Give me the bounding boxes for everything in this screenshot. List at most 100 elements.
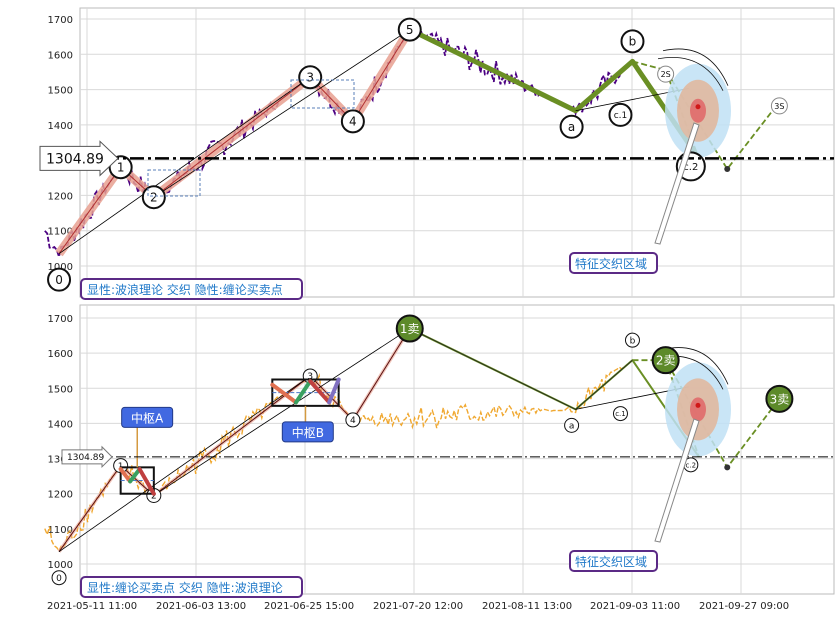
bottom-wave-marker-label: 0: [56, 574, 62, 584]
zhongshu-label-box: [121, 406, 174, 428]
bottom-wave-marker-label: 4: [350, 416, 356, 426]
sell-point-label: 3卖: [770, 392, 790, 406]
bottom-wave-marker-circle: [345, 412, 361, 428]
bottom-wave-marker: 4: [345, 412, 361, 428]
top-wave-marker-label: 4: [349, 115, 357, 129]
sell-point-marker: 3卖: [765, 384, 794, 413]
bottom-wave-marker: c.1: [612, 406, 628, 422]
top-projection-low-dot: [724, 165, 731, 172]
top-wave-marker-label: 1: [117, 160, 125, 174]
top-wave-marker-circle: [559, 114, 584, 139]
top-y-tick-label: 1400: [48, 121, 73, 132]
bottom-y-tick-label: 1700: [48, 314, 73, 325]
top-caption-text: 显性:波浪理论 交织 隐性:缠论买卖点: [87, 282, 283, 297]
top-wave-marker-circle: [620, 29, 645, 54]
top-projection-marker-circle: [657, 65, 675, 83]
top-interweave-label: 特征交织区域: [575, 256, 647, 271]
bottom-wave-marker-label: 3: [307, 372, 313, 382]
top-channel-line: [153, 29, 410, 198]
bottom-wave-marker: 0: [51, 570, 67, 586]
bottom-y-tick-label: 1400: [48, 419, 73, 430]
bottom-wave-marker-label: 2: [151, 492, 157, 502]
bottom-wave-marker-circle: [612, 406, 628, 422]
top-wave-marker: 0: [47, 267, 72, 292]
top-y-tick-label: 1000: [48, 262, 73, 273]
top-wave-marker: a: [559, 114, 584, 139]
bottom-y-ticks: 1000 1100 1200 1300 1400 1500 1600 1700: [48, 314, 73, 571]
top-arc: [657, 57, 724, 91]
zhongshu-label: 中枢B: [292, 425, 324, 440]
zhongshu-stroke: [118, 467, 133, 484]
top-wave-marker-label: a: [568, 120, 575, 134]
zhongshu-label: 中枢A: [131, 410, 164, 425]
bottom-wave-marker: b: [624, 332, 640, 348]
top-arc: [662, 48, 729, 86]
sell-point-circle: [651, 346, 680, 375]
bottom-wave-marker-circle: [564, 417, 580, 433]
sell-point-circle: [765, 384, 794, 413]
top-wave-marker-circle: [141, 185, 166, 210]
top-y-tick-label: 1100: [48, 227, 73, 238]
top-projection-marker-circle: [770, 97, 788, 115]
top-wave-marker: 3: [298, 65, 323, 90]
top-wave-marker-circle: [298, 65, 323, 90]
top-pivot-box: [290, 79, 355, 109]
x-tick-label: 2021-09-03 11:00: [590, 601, 680, 612]
x-axis-ticks: 2021-05-11 11:00 2021-06-03 13:00 2021-06-…: [47, 601, 789, 612]
bottom-projection-low-dot: [724, 464, 731, 471]
bottom-interweave-label: 特征交织区域: [575, 554, 647, 569]
top-caption: 显性:波浪理论 交织 隐性:缠论买卖点: [80, 278, 303, 300]
zhongshu-label-box: [281, 421, 334, 443]
top-wave-marker-circle: [397, 17, 422, 42]
bottom-wave-marker-label: a: [569, 422, 575, 432]
top-wave-marker: c.1: [608, 102, 633, 127]
top-reference-value: 1304.89: [46, 151, 104, 167]
bottom-y-tick-label: 1000: [48, 560, 73, 571]
top-projection-marker-label: 2S: [661, 70, 671, 79]
top-wave-marker-label: 5: [406, 23, 414, 37]
top-pivot-box: [147, 169, 201, 197]
bottom-wave-marker-circle: [51, 570, 67, 586]
zhongshu-stroke: [270, 382, 299, 405]
bottom-y-tick-label: 1100: [48, 525, 73, 536]
x-tick-label: 2021-06-03 13:00: [156, 601, 246, 612]
bottom-wave-marker-label: c.1: [615, 410, 626, 418]
bottom-reference-label: 1304.89: [61, 445, 113, 469]
sell-point-label: 1卖: [400, 322, 420, 336]
bottom-channel-line: [153, 328, 410, 496]
bottom-wave-marker-label: b: [630, 336, 636, 346]
top-wave-marker-label: 0: [55, 273, 63, 287]
top-wave-marker-label: c.2: [683, 162, 698, 173]
top-projection-marker: 3S: [770, 97, 788, 115]
bottom-interweave-point: [695, 402, 701, 408]
bottom-reference-value: 1304.89: [67, 453, 104, 463]
top-wave-marker: 5: [397, 17, 422, 42]
x-tick-label: 2021-08-11 13:00: [482, 601, 572, 612]
top-reference-label: 1304.89: [39, 140, 119, 177]
top-overlays: 0 1 2 3 4 5 a b c.1 c.2 2S 3S: [47, 17, 788, 292]
sell-point-label: 2卖: [656, 354, 676, 368]
bottom-impulse-line: [58, 328, 411, 552]
bottom-y-tick-label: 1600: [48, 349, 73, 360]
top-wave-marker: b: [620, 29, 645, 54]
bottom-wave-marker: a: [564, 417, 580, 433]
zhongshu-stroke: [294, 379, 313, 405]
top-interweave-callout: 特征交织区域: [569, 122, 700, 274]
bottom-wave-marker-circle: [624, 332, 640, 348]
top-projection-marker: 2S: [657, 65, 675, 83]
zhongshu-stroke: [327, 377, 341, 405]
top-y-tick-label: 1500: [48, 86, 73, 97]
top-wave-marker: 4: [340, 109, 365, 134]
zhongshu-stroke: [308, 379, 332, 405]
x-tick-label: 2021-07-20 12:00: [373, 601, 463, 612]
top-wave-marker-label: c.1: [614, 111, 628, 121]
bottom-wave-marker-label: c.2: [686, 461, 697, 469]
top-impulse-line: [58, 29, 411, 254]
top-interweave-zone-core: [690, 98, 706, 123]
top-y-tick-label: 1200: [48, 191, 73, 202]
